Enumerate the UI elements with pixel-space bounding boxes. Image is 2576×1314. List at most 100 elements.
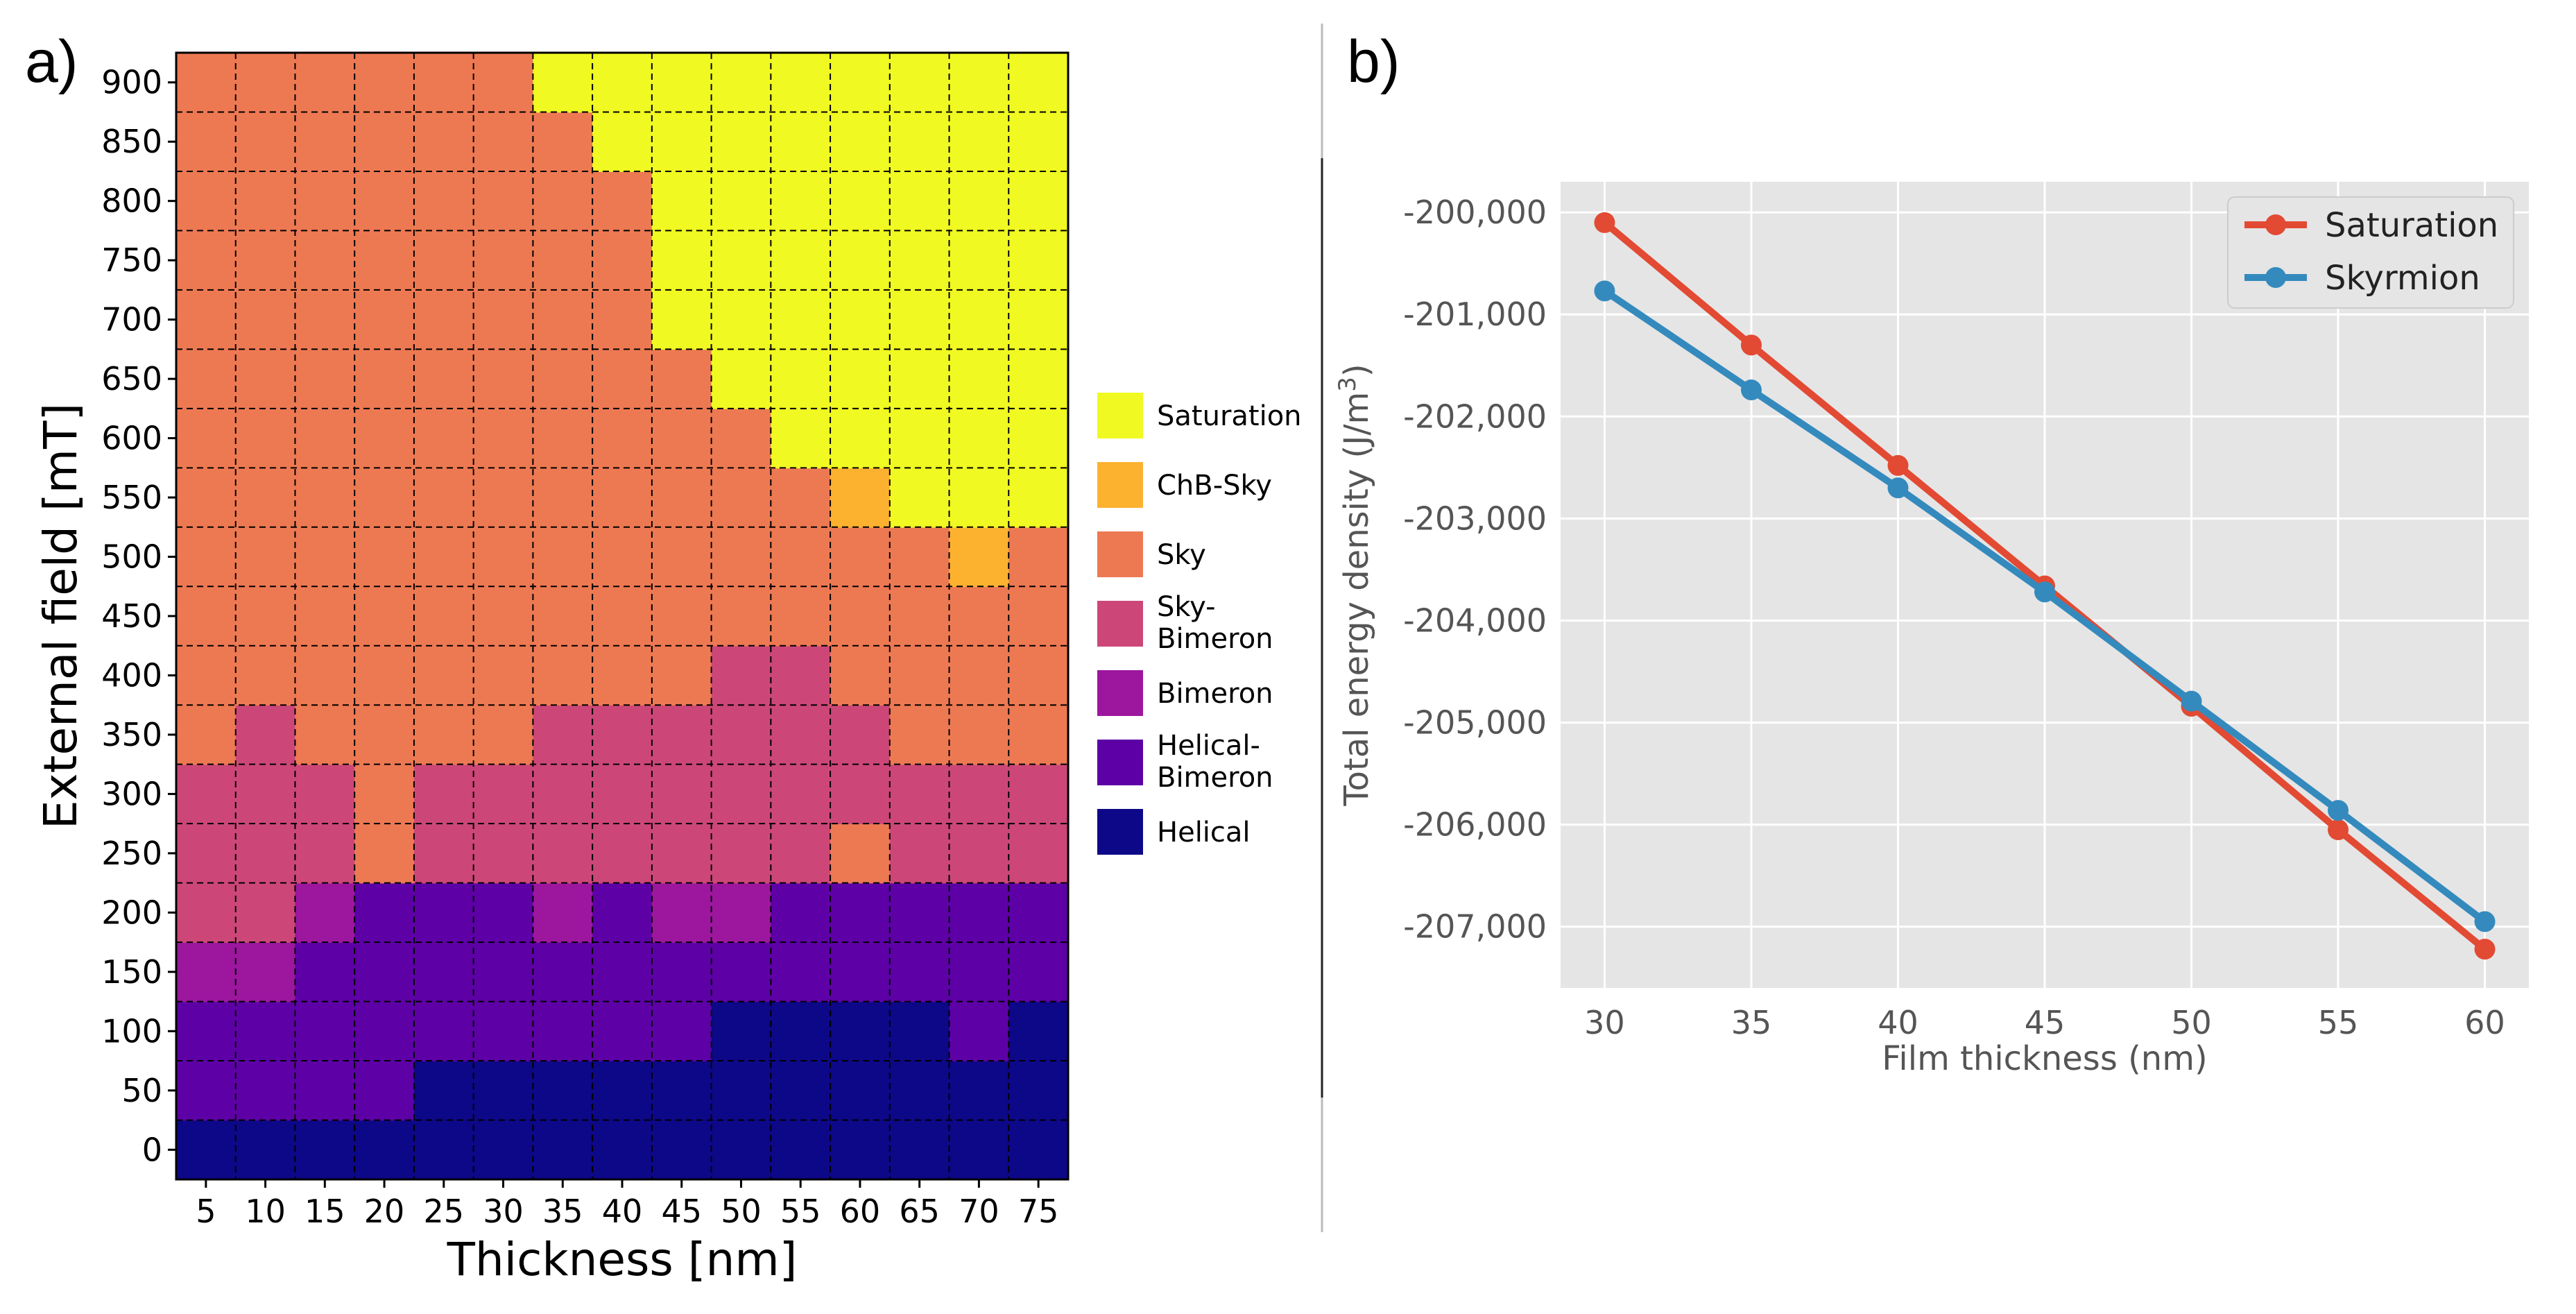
phase-cell-30nm-800mT <box>473 171 534 232</box>
phase-cell-35nm-650mT <box>533 349 593 409</box>
line-y-tick-label: -203,000 <box>1403 500 1547 537</box>
phase-cell-45nm-200mT <box>651 882 712 943</box>
phase-cell-15nm-550mT <box>295 468 355 528</box>
legend-label-sky: Sky <box>1157 539 1206 571</box>
phase-cell-10nm-150mT <box>235 942 296 1002</box>
phase-cell-50nm-700mT <box>711 289 772 350</box>
phase-cell-15nm-650mT <box>295 349 355 409</box>
phase-x-tick-label: 10 <box>245 1193 286 1230</box>
phase-cell-75nm-700mT <box>1008 289 1069 350</box>
phase-cell-10nm-550mT <box>235 468 296 528</box>
phase-cell-45nm-700mT <box>651 289 712 350</box>
phase-cell-20nm-300mT <box>354 764 415 824</box>
phase-cell-75nm-850mT <box>1008 112 1069 172</box>
legend-swatch-helical <box>1097 809 1143 855</box>
phase-cell-45nm-150mT <box>651 942 712 1002</box>
phase-y-tick-label: 300 <box>101 775 162 812</box>
phase-cell-5nm-200mT <box>176 882 237 943</box>
phase-cell-35nm-800mT <box>533 171 593 232</box>
line-x-tick-label: 45 <box>2025 1004 2066 1041</box>
line-y-tick-label: -200,000 <box>1403 194 1547 231</box>
phase-cell-60nm-100mT <box>830 1001 891 1061</box>
phase-cell-5nm-300mT <box>176 764 237 824</box>
phase-cell-10nm-850mT <box>235 112 296 172</box>
series-point-saturation <box>2474 939 2496 960</box>
phase-cell-25nm-550mT <box>413 468 474 528</box>
phase-cell-70nm-50mT <box>949 1061 1010 1121</box>
phase-cell-45nm-900mT <box>651 53 712 113</box>
phase-cell-70nm-650mT <box>949 349 1010 409</box>
phase-y-tick-label: 550 <box>101 479 162 516</box>
phase-cell-50nm-650mT <box>711 349 772 409</box>
series-point-skyrmion <box>2328 800 2349 821</box>
legend-marker-saturation <box>2265 214 2286 235</box>
phase-cell-15nm-450mT <box>295 586 355 647</box>
phase-diagram: 5 10 15 20 25 30 35 40 45 50 55 60 65 70 75 0 50 100 150 2… <box>34 51 1302 1286</box>
phase-cell-75nm-50mT <box>1008 1061 1069 1121</box>
phase-cell-75nm-350mT <box>1008 705 1069 765</box>
phase-x-tick-label: 55 <box>780 1193 821 1230</box>
phase-cell-55nm-300mT <box>771 764 831 824</box>
phase-cell-55nm-50mT <box>771 1061 831 1121</box>
phase-cell-70nm-500mT <box>949 527 1010 588</box>
line-grid <box>1561 182 2529 988</box>
phase-cell-65nm-50mT <box>889 1061 950 1121</box>
phase-cell-25nm-850mT <box>413 112 474 172</box>
line-x-tick-label: 40 <box>1878 1004 1918 1041</box>
phase-cell-25nm-0mT <box>413 1120 474 1180</box>
phase-cell-40nm-100mT <box>592 1001 653 1061</box>
phase-cell-70nm-750mT <box>949 230 1010 291</box>
phase-cell-20nm-850mT <box>354 112 415 172</box>
phase-cell-70nm-150mT <box>949 942 1010 1002</box>
phase-cell-50nm-800mT <box>711 171 772 232</box>
phase-cell-60nm-0mT <box>830 1120 891 1180</box>
phase-x-tick-label: 25 <box>424 1193 465 1230</box>
phase-x-ticks: 5 10 15 20 25 30 35 40 45 50 55 60 65 70 75 <box>196 1179 1058 1230</box>
phase-cell-60nm-900mT <box>830 53 891 113</box>
phase-cell-10nm-450mT <box>235 586 296 647</box>
phase-cell-55nm-850mT <box>771 112 831 172</box>
legend-swatch-helical-bimeron <box>1097 740 1143 785</box>
phase-cell-75nm-800mT <box>1008 171 1069 232</box>
line-legend: Saturation Skyrmion <box>2227 196 2514 309</box>
phase-cell-20nm-0mT <box>354 1120 415 1180</box>
phase-cell-60nm-650mT <box>830 349 891 409</box>
phase-cell-45nm-650mT <box>651 349 712 409</box>
phase-cell-30nm-400mT <box>473 645 534 706</box>
phase-y-tick-label: 650 <box>101 360 162 398</box>
phase-cell-25nm-500mT <box>413 527 474 588</box>
phase-cell-20nm-250mT <box>354 824 415 884</box>
phase-cell-60nm-450mT <box>830 586 891 647</box>
phase-cell-65nm-650mT <box>889 349 950 409</box>
phase-cell-30nm-50mT <box>473 1061 534 1121</box>
phase-cell-20nm-200mT <box>354 882 415 943</box>
series-point-skyrmion <box>2034 581 2055 603</box>
phase-cell-5nm-700mT <box>176 289 237 350</box>
phase-cell-10nm-500mT <box>235 527 296 588</box>
line-x-tick-label: 30 <box>1584 1004 1625 1041</box>
series-point-skyrmion <box>2181 690 2202 712</box>
phase-cell-75nm-450mT <box>1008 586 1069 647</box>
phase-cell-55nm-900mT <box>771 53 831 113</box>
phase-y-tick-label: 900 <box>101 64 162 101</box>
phase-y-tick-label: 350 <box>101 716 162 753</box>
phase-cell-50nm-50mT <box>711 1061 772 1121</box>
phase-cell-45nm-100mT <box>651 1001 712 1061</box>
phase-cell-65nm-600mT <box>889 408 950 469</box>
phase-cell-5nm-900mT <box>176 53 237 113</box>
legend-label-saturation: Saturation <box>1157 400 1302 432</box>
line-y-tick-label: -206,000 <box>1403 806 1547 844</box>
phase-cell-45nm-400mT <box>651 645 712 706</box>
phase-cell-15nm-850mT <box>295 112 355 172</box>
phase-cell-30nm-300mT <box>473 764 534 824</box>
phase-cell-10nm-250mT <box>235 824 296 884</box>
phase-y-tick-label: 400 <box>101 656 162 694</box>
phase-cell-25nm-400mT <box>413 645 474 706</box>
phase-cell-60nm-200mT <box>830 882 891 943</box>
phase-cell-70nm-250mT <box>949 824 1010 884</box>
phase-cell-70nm-450mT <box>949 586 1010 647</box>
phase-x-tick-label: 45 <box>661 1193 702 1230</box>
phase-cell-30nm-650mT <box>473 349 534 409</box>
phase-cell-55nm-600mT <box>771 408 831 469</box>
phase-cell-25nm-600mT <box>413 408 474 469</box>
